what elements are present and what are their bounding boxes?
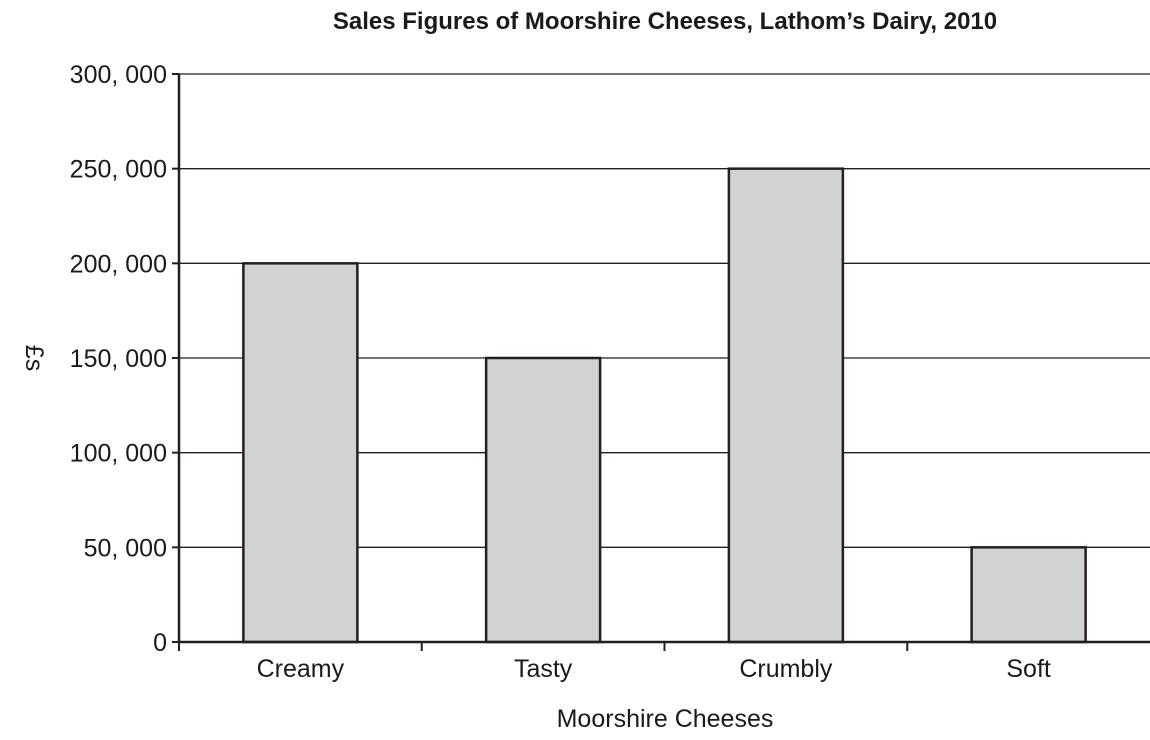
y-axis-label: £s — [20, 345, 48, 371]
x-tick-labels: Creamy Tasty Crumbly Soft — [257, 655, 1051, 683]
x-tick-label: Tasty — [514, 655, 573, 683]
bar-soft — [970, 546, 1087, 644]
chart-title: Sales Figures of Moorshire Cheeses, Lath… — [333, 8, 997, 35]
x-tick-label: Crumbly — [739, 655, 833, 683]
y-tick-label: 250, 000 — [70, 156, 167, 184]
y-tick-label: 200, 000 — [70, 250, 167, 278]
bar-creamy — [242, 262, 359, 644]
y-tick-label: 0 — [153, 629, 167, 657]
bar-crumbly — [727, 167, 845, 644]
x-tick-label: Creamy — [257, 655, 345, 683]
y-tick-label: 50, 000 — [84, 534, 167, 562]
bars — [242, 167, 1087, 644]
x-axis-label: Moorshire Cheeses — [557, 705, 774, 733]
y-tick-label: 100, 000 — [70, 440, 167, 468]
axes — [172, 73, 1150, 651]
y-tick-label: 300, 000 — [70, 61, 167, 89]
x-tick-label: Soft — [1006, 655, 1051, 683]
y-tick-labels: 0 50, 000 100, 000 150, 000 200, 000 250, 000… — [70, 61, 167, 657]
y-tick-label: 150, 000 — [70, 345, 167, 373]
bar-tasty — [484, 356, 602, 644]
